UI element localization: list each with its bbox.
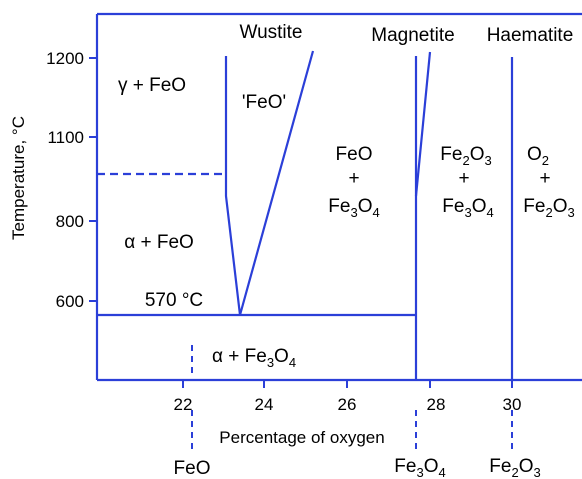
- svg-text:Fe2O3: Fe2O3: [523, 196, 574, 220]
- magnetite-right-boundary: [414, 51, 432, 197]
- svg-text:Fe3O4: Fe3O4: [442, 196, 493, 220]
- fe3o4-compound-label: Fe3O4: [394, 456, 445, 479]
- fe2o3-compound-label: Fe2O3: [489, 456, 540, 479]
- x-tick-label: 22: [174, 395, 193, 414]
- y-tick-label: 1200: [46, 49, 84, 68]
- x-tick-marks: [182, 380, 513, 388]
- wustite-header: Wustite: [239, 22, 302, 43]
- eutectoid-temperature-label: 570 °C: [145, 290, 203, 311]
- y-tick-label: 800: [56, 212, 84, 231]
- region-alpha-feo: α + FeO: [124, 232, 194, 253]
- y-tick-marks: [89, 57, 97, 302]
- haematite-header: Haematite: [487, 25, 574, 46]
- region-feo-fe3o4: FeO + Fe3O4: [328, 144, 379, 220]
- svg-text:Fe2O3: Fe2O3: [440, 144, 491, 168]
- x-tick-label: 30: [503, 395, 522, 414]
- region-alpha-fe3o4: α + Fe3O4: [212, 346, 296, 370]
- y-axis-title: Temperature, °C: [9, 116, 28, 240]
- phase-boundaries: [97, 50, 514, 380]
- region-fe2o3-fe3o4: Fe2O3 + Fe3O4: [440, 144, 493, 220]
- wustite-left-boundary: [224, 56, 242, 316]
- svg-text:Fe3O4: Fe3O4: [328, 196, 379, 220]
- wustite-right-boundary: [238, 50, 315, 316]
- y-tick-label: 600: [56, 292, 84, 311]
- region-feo-quoted: 'FeO': [242, 92, 286, 113]
- y-tick-label: 1100: [47, 128, 84, 147]
- svg-text:+: +: [539, 168, 550, 189]
- compound-marker-lines: [191, 345, 513, 452]
- svg-text:O2: O2: [527, 144, 549, 168]
- plot-frame: [95, 12, 582, 382]
- x-tick-label: 26: [338, 395, 357, 414]
- svg-text:+: +: [348, 168, 359, 189]
- feo-compound-label: FeO: [174, 458, 211, 479]
- svg-text:+: +: [458, 168, 469, 189]
- svg-text:FeO: FeO: [336, 144, 373, 165]
- x-axis-title: Percentage of oxygen: [219, 428, 384, 447]
- x-tick-label: 28: [427, 395, 446, 414]
- x-tick-label: 24: [255, 395, 274, 414]
- region-o2-fe2o3: O2 + Fe2O3: [523, 144, 574, 220]
- region-gamma-feo: γ + FeO: [118, 75, 186, 96]
- magnetite-header: Magnetite: [371, 25, 454, 46]
